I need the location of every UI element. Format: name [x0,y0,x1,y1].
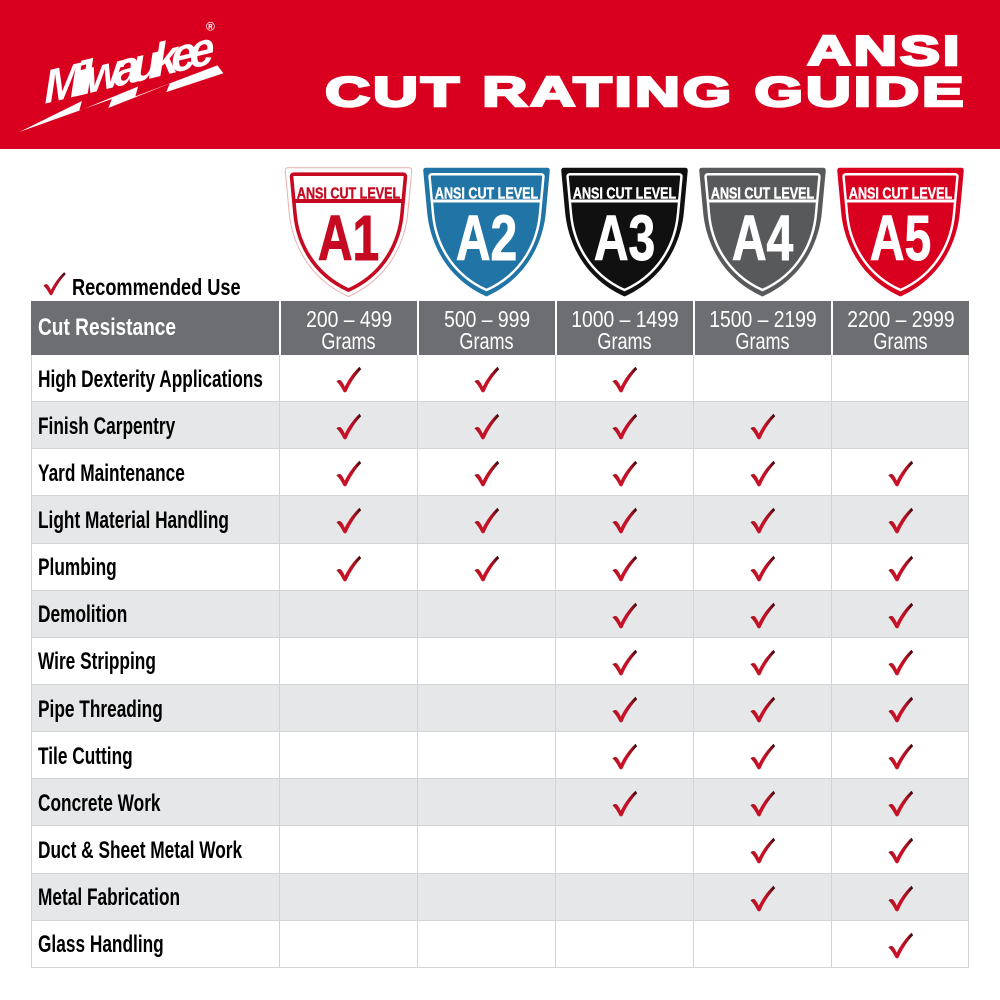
svg-text:A2: A2 [456,202,517,273]
svg-text:ANSI CUT LEVEL: ANSI CUT LEVEL [297,184,400,202]
svg-text:ANSI CUT LEVEL: ANSI CUT LEVEL [849,184,952,202]
svg-text:®: ® [206,22,215,34]
svg-text:A5: A5 [870,202,931,273]
svg-text:Milwaukee: Milwaukee [43,22,215,114]
svg-text:A4: A4 [732,202,794,273]
svg-text:ANSI CUT LEVEL: ANSI CUT LEVEL [573,184,676,202]
svg-text:A3: A3 [594,202,655,273]
svg-text:ANSI CUT LEVEL: ANSI CUT LEVEL [435,184,538,202]
svg-text:ANSI CUT LEVEL: ANSI CUT LEVEL [711,184,814,202]
svg-text:A1: A1 [318,202,379,273]
